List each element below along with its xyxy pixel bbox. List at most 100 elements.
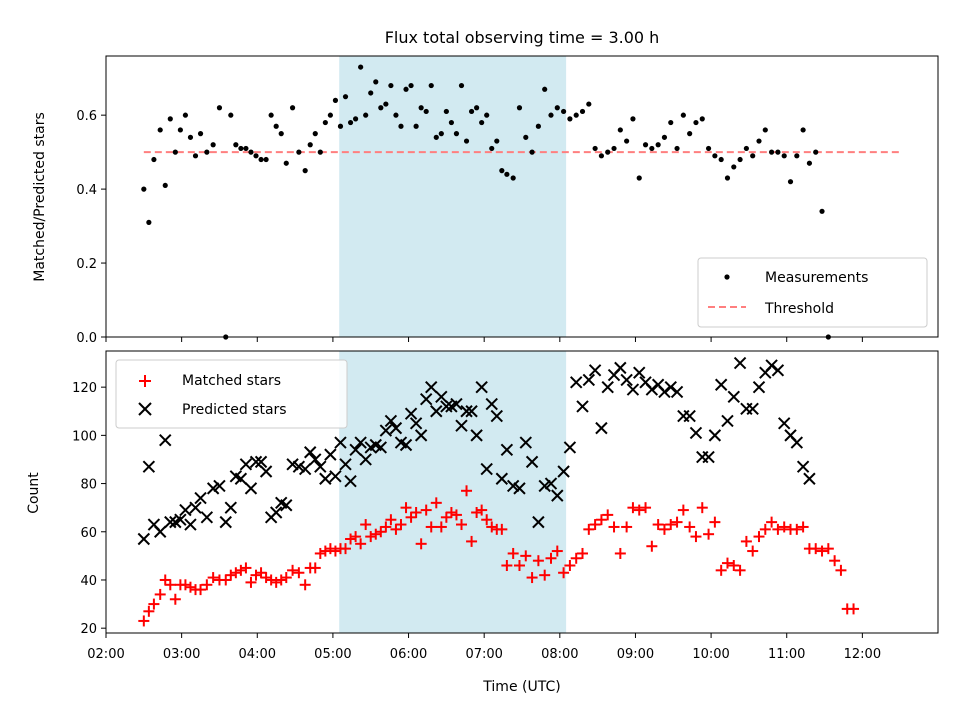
top-y-tick-label-2: 0.4 — [76, 183, 97, 198]
measurement-point-59 — [448, 119, 455, 126]
measurement-point-37 — [337, 123, 344, 129]
bottom-y-tick-label-0: 20 — [80, 622, 97, 637]
matched-point-0 — [138, 615, 150, 627]
matched-point-106 — [728, 560, 740, 572]
bottom-legend: Matched stars Predicted stars — [115, 359, 348, 429]
matched-point-123 — [835, 564, 847, 576]
matched-point-105 — [721, 557, 733, 569]
matched-point-110 — [753, 531, 765, 543]
measurement-point-2 — [151, 156, 157, 163]
measurement-point-62 — [463, 138, 470, 144]
measurement-point-16 — [228, 112, 234, 118]
measurement-point-106 — [731, 164, 737, 170]
x-tick-label-3: 05:00 — [314, 647, 351, 662]
x-tick-label-9: 11:00 — [768, 647, 805, 662]
bottom-legend-box — [115, 359, 348, 429]
matched-point-69 — [496, 523, 508, 535]
top-shaded-interval — [339, 56, 567, 337]
top-panel: 0.0 0.2 0.4 0.6 Matched/Predicted stars Mea… — [32, 55, 939, 346]
measurement-point-83 — [586, 101, 592, 107]
matched-point-17 — [230, 567, 242, 579]
matched-point-107 — [734, 564, 746, 576]
matched-point-88 — [614, 547, 626, 559]
predicted-point-8 — [179, 503, 192, 517]
measurement-point-113 — [775, 149, 781, 155]
measurement-point-27 — [283, 160, 289, 166]
measurement-point-102 — [705, 145, 712, 152]
top-y-tick-label-1: 0.2 — [76, 257, 97, 272]
matched-point-45 — [375, 526, 387, 538]
measurement-point-48 — [393, 112, 399, 118]
measurement-point-95 — [661, 134, 668, 140]
matched-point-104 — [715, 564, 727, 576]
matched-point-73 — [520, 550, 532, 562]
predicted-point-96 — [664, 380, 677, 394]
measurement-point-31 — [307, 142, 313, 148]
top-legend: Measurements Threshold — [697, 257, 928, 328]
matched-point-28 — [287, 564, 299, 576]
predicted-point-73 — [519, 436, 532, 449]
measurement-point-17 — [233, 142, 239, 148]
matched-point-58 — [440, 511, 452, 523]
top-x-ticks — [105, 337, 863, 342]
matched-point-62 — [461, 485, 473, 497]
measurement-point-46 — [383, 101, 389, 107]
top-y-ticks: 0.0 0.2 0.4 0.6 — [76, 109, 106, 346]
measurement-point-6 — [172, 149, 178, 155]
predicted-point-50 — [399, 438, 413, 452]
matched-point-83 — [583, 523, 595, 535]
measurement-point-45 — [378, 105, 384, 111]
predicted-point-10 — [189, 501, 202, 514]
matched-point-86 — [602, 509, 614, 521]
matched-point-122 — [829, 555, 841, 567]
predicted-point-30 — [298, 462, 312, 476]
matched-point-27 — [280, 572, 292, 584]
predicted-point-112 — [765, 359, 778, 372]
predicted-point-45 — [374, 441, 388, 454]
matched-point-25 — [270, 576, 282, 588]
measurement-point-88 — [617, 127, 623, 133]
legend-predicted-marker — [138, 402, 152, 416]
measurement-point-61 — [458, 82, 465, 89]
predicted-point-97 — [670, 385, 684, 399]
measurement-point-75 — [535, 123, 541, 129]
matched-point-15 — [220, 574, 232, 586]
measurement-point-100 — [693, 119, 699, 126]
matched-point-119 — [810, 543, 822, 555]
predicted-point-18 — [234, 472, 248, 485]
matched-point-36 — [329, 545, 341, 557]
predicted-point-4 — [159, 433, 172, 447]
measurement-point-90 — [630, 116, 636, 122]
matched-point-23 — [260, 572, 272, 584]
predicted-point-95 — [658, 385, 671, 399]
matched-point-40 — [350, 531, 362, 543]
predicted-point-114 — [777, 417, 791, 430]
predicted-point-40 — [349, 443, 362, 457]
predicted-point-65 — [475, 380, 488, 394]
measurement-point-1 — [146, 219, 152, 225]
measurement-point-87 — [611, 145, 617, 152]
matched-point-63 — [466, 535, 478, 547]
top-y-tick-label-0: 0.0 — [76, 331, 97, 346]
predicted-point-22 — [254, 455, 268, 469]
measurement-point-94 — [655, 142, 661, 148]
predicted-point-20 — [244, 482, 258, 495]
measurement-point-60 — [453, 131, 460, 137]
matched-point-85 — [595, 514, 607, 526]
predicted-point-63 — [465, 405, 478, 418]
matched-point-4 — [159, 574, 171, 586]
matched-point-79 — [558, 567, 570, 579]
top-y-axis-label: Matched/Predicted stars — [32, 112, 48, 282]
matched-point-81 — [570, 552, 582, 564]
measurement-point-110 — [756, 138, 762, 144]
legend-measurements-label: Measurements — [765, 270, 868, 286]
measurement-point-47 — [388, 82, 394, 89]
measurement-point-103 — [712, 153, 718, 159]
measurement-point-65 — [479, 119, 485, 126]
measurement-point-68 — [494, 138, 500, 144]
predicted-point-9 — [184, 518, 197, 531]
measurement-point-24 — [268, 112, 274, 118]
matched-point-39 — [345, 533, 357, 545]
matched-point-29 — [293, 567, 305, 579]
predicted-point-109 — [746, 402, 759, 416]
